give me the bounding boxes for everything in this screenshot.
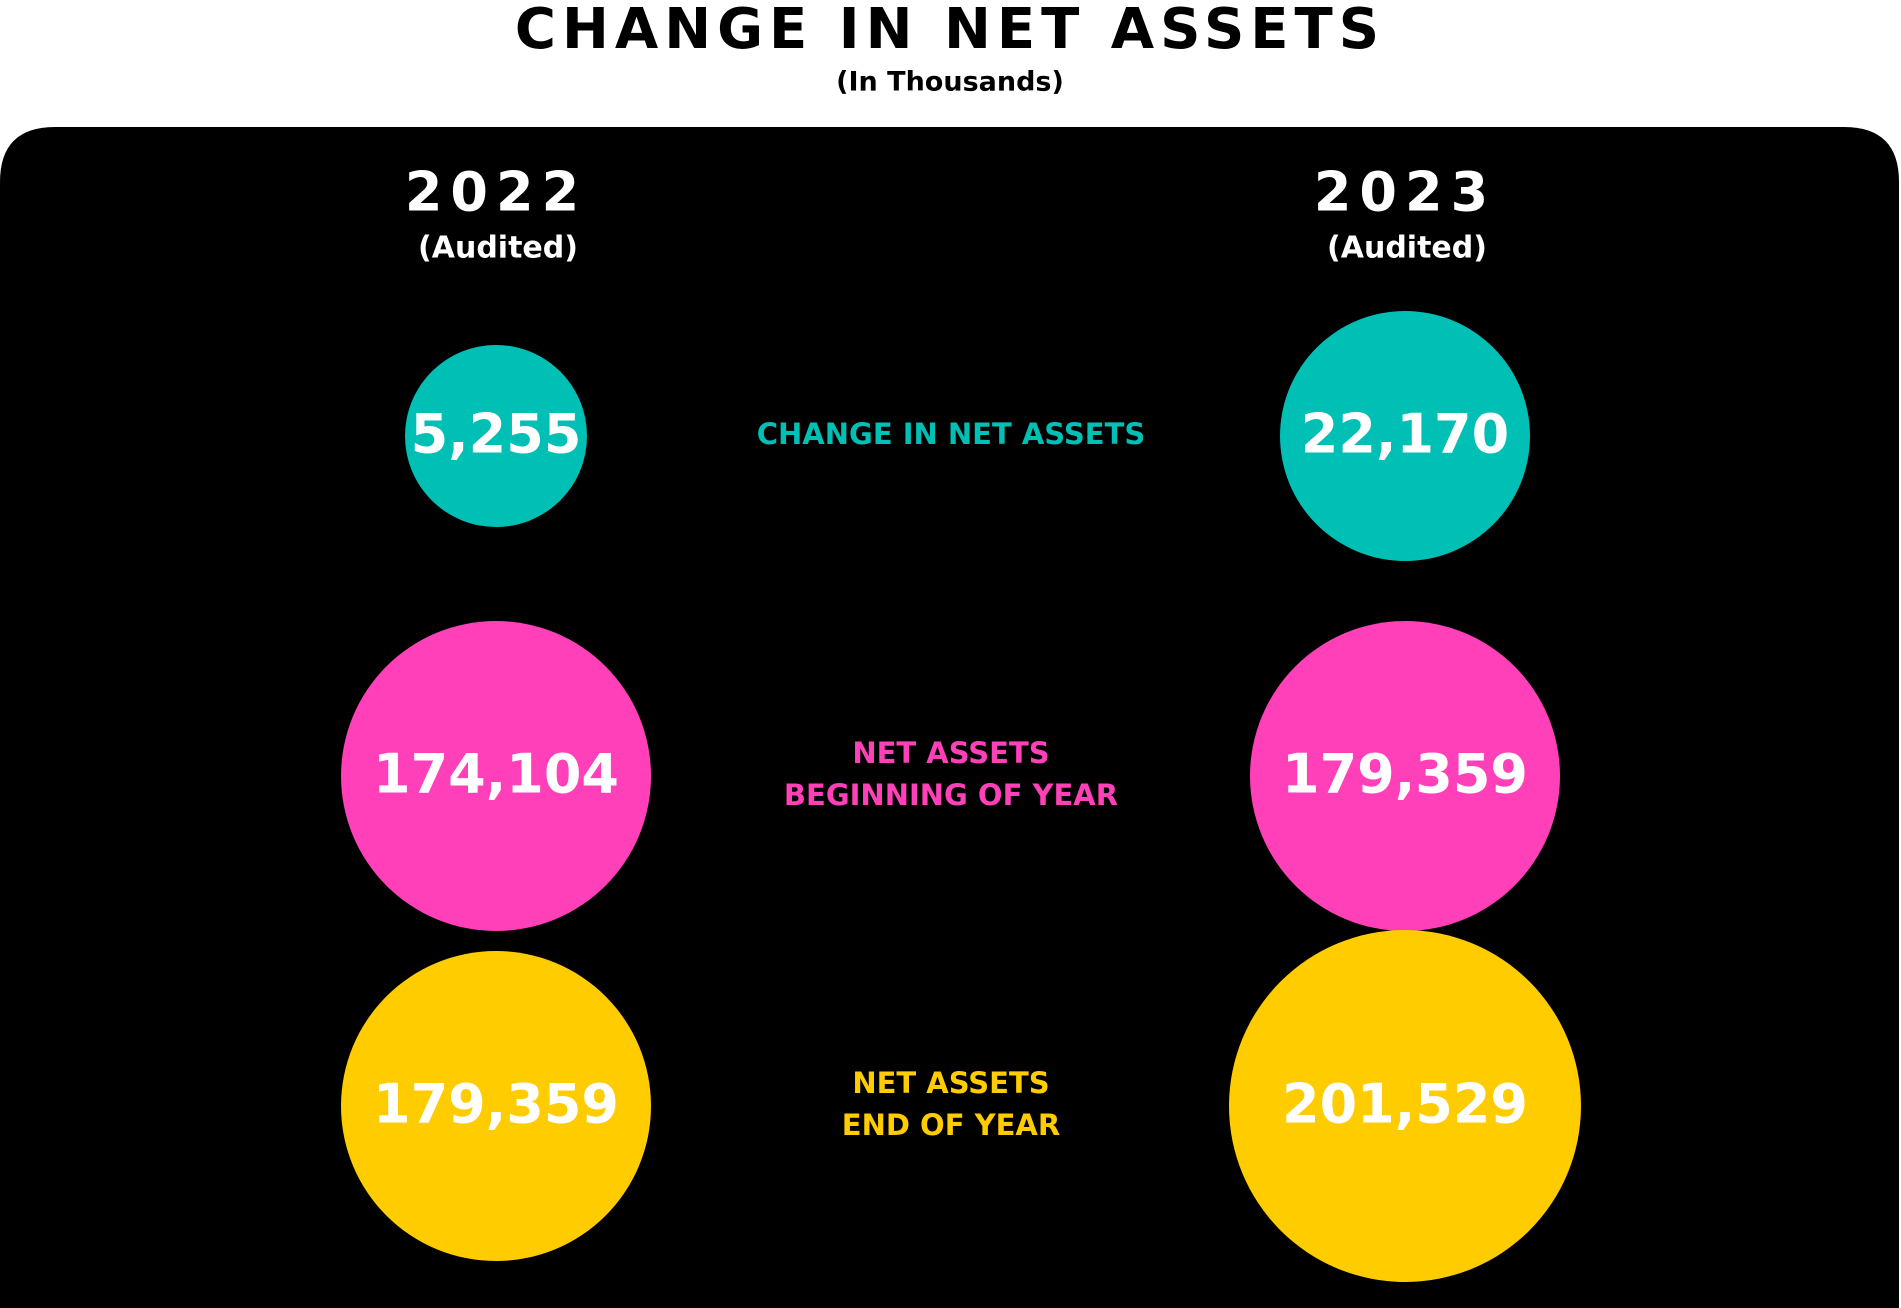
bubble (1250, 621, 1560, 931)
series-sublabel: (Audited) (1327, 231, 1487, 266)
series-name: 2022 (405, 161, 587, 224)
chart-subtitle: (In Thousands) (836, 67, 1064, 98)
bubble (341, 621, 651, 931)
series-name: 2023 (1314, 161, 1496, 224)
bubble (1280, 311, 1530, 561)
bubble (405, 345, 587, 527)
value-label: 174,104 (373, 743, 619, 806)
value-label: 22,170 (1301, 403, 1509, 466)
value-label: 179,359 (1282, 743, 1528, 806)
value-label: 201,529 (1282, 1073, 1528, 1136)
row-label: NET ASSETS (852, 736, 1049, 770)
row-label: CHANGE IN NET ASSETS (757, 417, 1145, 451)
value-label: 5,255 (411, 403, 582, 466)
bubble (341, 951, 651, 1261)
chart-title: CHANGE IN NET ASSETS (515, 0, 1385, 62)
row-label: BEGINNING OF YEAR (784, 778, 1118, 812)
value-label: 179,359 (373, 1073, 619, 1136)
row-label: END OF YEAR (842, 1108, 1060, 1142)
series-sublabel: (Audited) (418, 231, 578, 266)
row-label: NET ASSETS (852, 1066, 1049, 1100)
bubble (1229, 930, 1581, 1282)
